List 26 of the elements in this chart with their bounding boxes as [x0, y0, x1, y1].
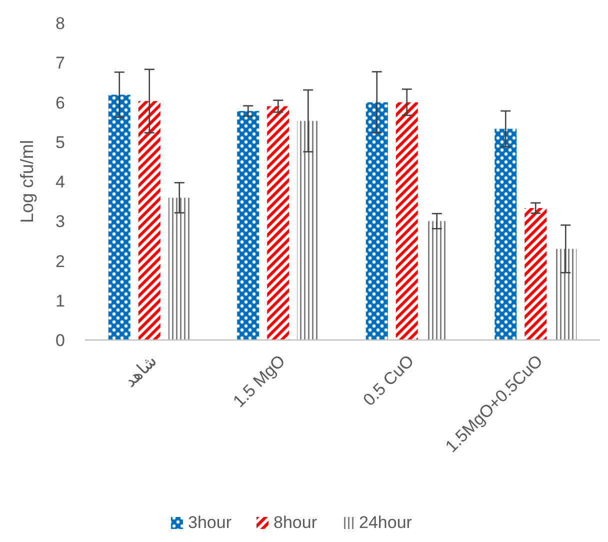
- bar: [554, 248, 577, 340]
- bar: [237, 110, 260, 340]
- bar: [494, 128, 517, 340]
- bar: [108, 94, 130, 340]
- legend-label: 24hour: [359, 513, 412, 532]
- bar: [168, 198, 190, 340]
- bar: [524, 208, 547, 340]
- x-tick-label: شاهد: [120, 351, 160, 391]
- bar: [138, 101, 160, 340]
- bar: [267, 106, 290, 340]
- y-axis-title: Log cfu/ml: [17, 140, 37, 224]
- legend-label: 8hour: [274, 513, 318, 532]
- bar: [396, 102, 418, 340]
- y-tick-label: 7: [56, 54, 65, 73]
- y-tick-label: 5: [56, 132, 65, 152]
- y-tick-label: 8: [56, 14, 65, 33]
- y-tick-label: 3: [56, 212, 65, 232]
- bar: [366, 102, 388, 340]
- y-tick-label: 0: [56, 331, 65, 350]
- y-tick-label: 1: [56, 291, 65, 310]
- y-tick-label: 4: [56, 172, 65, 192]
- legend-label: 3hour: [188, 513, 232, 532]
- x-tick-label: 0.5 CuO: [360, 351, 418, 410]
- bar: [297, 120, 320, 340]
- y-tick-label: 2: [56, 252, 65, 271]
- y-tick-label: 6: [56, 93, 65, 112]
